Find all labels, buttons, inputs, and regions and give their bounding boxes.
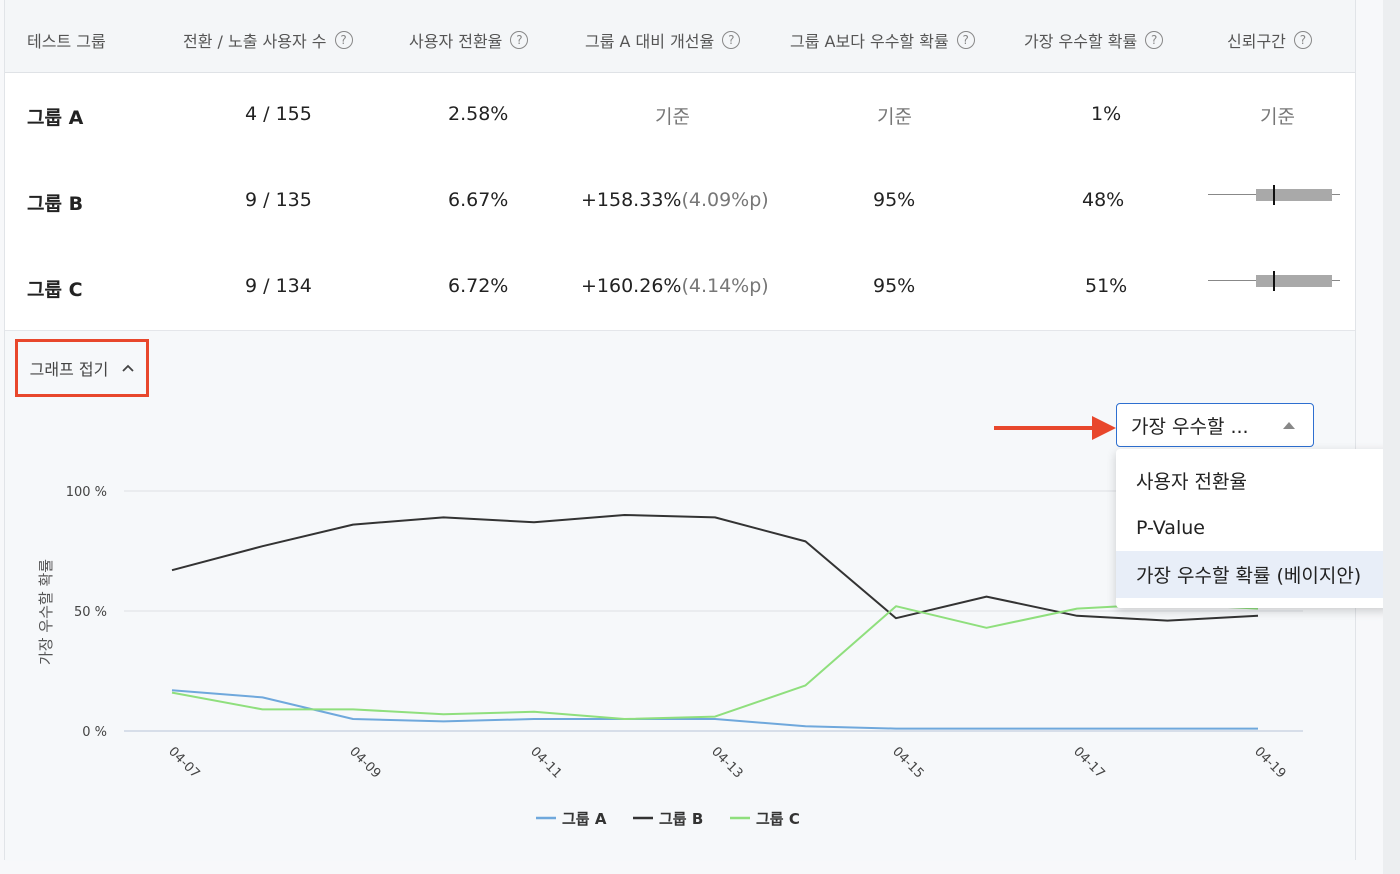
- help-icon[interactable]: ?: [1293, 31, 1312, 49]
- conversion-rate: 6.72%: [448, 275, 509, 297]
- beat-a-probability: 95%: [873, 275, 916, 297]
- column-header-confidence-interval: 신뢰구간 ?: [1227, 28, 1312, 52]
- y-tick-label: 0 %: [82, 725, 107, 740]
- menu-item-p-value[interactable]: P-Value: [1136, 516, 1205, 539]
- column-header-improvement: 그룹 A 대비 개선율 ?: [585, 28, 741, 52]
- best-probability: 1%: [1091, 103, 1122, 125]
- column-header-best: 가장 우수할 확률 ?: [1024, 28, 1164, 52]
- ci-point-marker: [1273, 271, 1275, 291]
- conversion-count: 9 / 135: [245, 189, 312, 211]
- x-tick-label: 04-13: [708, 744, 745, 781]
- x-tick-label: 04-07: [165, 744, 202, 781]
- chart-series: [171, 514, 1259, 730]
- y-axis-label: 가장 우수할 확률: [37, 559, 55, 665]
- column-header-conversions: 전환 / 노출 사용자 수 ?: [183, 28, 353, 52]
- chart-legend: 그룹 A 그룹 B 그룹 C: [536, 810, 800, 828]
- collapse-graph-button[interactable]: 그래프 접기: [15, 339, 149, 397]
- x-tick-label: 04-09: [346, 744, 383, 781]
- column-header-group: 테스트 그룹: [27, 32, 106, 51]
- x-tick-label: 04-11: [527, 744, 564, 781]
- x-tick-label: 04-15: [889, 744, 926, 781]
- chevron-up-icon: [122, 364, 134, 372]
- table-row: 그룹 B 9 / 135 6.67% +158.33%(4.09%p) 95% …: [5, 158, 1355, 244]
- scrollbar-track[interactable]: [1383, 0, 1400, 874]
- confidence-interval-plot: [1208, 185, 1340, 205]
- best-probability: 48%: [1082, 189, 1125, 211]
- x-tick-label: 04-17: [1070, 744, 1107, 781]
- conversion-rate: 6.67%: [448, 189, 509, 211]
- metric-dropdown-menu: 사용자 전환율 P-Value 가장 우수할 확률 (베이지안): [1116, 449, 1390, 608]
- chart-grid: [124, 490, 1303, 732]
- improvement-value: +158.33%(4.09%p): [581, 189, 769, 211]
- x-tick-label: 04-19: [1251, 744, 1288, 781]
- group-name: 그룹 C: [27, 279, 83, 301]
- legend-label: 그룹 B: [659, 810, 703, 828]
- table-row: 그룹 A 4 / 155 2.58% 기준 기준 1% 기준: [5, 72, 1355, 158]
- y-tick-label: 100 %: [66, 485, 107, 500]
- column-header-conversion-rate: 사용자 전환율 ?: [409, 28, 529, 52]
- help-icon[interactable]: ?: [510, 31, 529, 49]
- help-icon[interactable]: ?: [956, 31, 975, 49]
- metric-select[interactable]: 가장 우수할 ...: [1116, 403, 1314, 447]
- column-header-beat-a: 그룹 A보다 우수할 확률 ?: [790, 28, 975, 52]
- help-icon[interactable]: ?: [334, 31, 353, 49]
- x-axis-ticks: 04-07 04-09 04-11 04-13 04-15 04-17 04-19: [165, 744, 1288, 781]
- series-line: [171, 689, 1258, 730]
- conversion-count: 4 / 155: [245, 103, 312, 125]
- legend-label: 그룹 C: [756, 810, 800, 828]
- best-probability: 51%: [1085, 275, 1128, 297]
- help-icon[interactable]: ?: [1145, 31, 1164, 49]
- beat-a-baseline: 기준: [877, 106, 912, 128]
- ci-baseline: 기준: [1260, 106, 1295, 128]
- table-row: 그룹 C 9 / 134 6.72% +160.26%(4.14%p) 95% …: [5, 244, 1355, 330]
- improvement-value: +160.26%(4.14%p): [581, 275, 769, 297]
- annotation-arrow-icon: [994, 416, 1116, 440]
- legend-label: 그룹 A: [562, 810, 607, 828]
- y-axis-ticks: 0 % 50 % 100 %: [66, 485, 107, 740]
- series-line: [171, 602, 1259, 720]
- y-tick-label: 50 %: [74, 605, 107, 620]
- help-icon[interactable]: ?: [722, 31, 741, 49]
- series-line: [171, 514, 1259, 622]
- group-name: 그룹 B: [27, 193, 84, 215]
- menu-item-conversion-rate[interactable]: 사용자 전환율: [1136, 471, 1247, 493]
- caret-up-icon: [1283, 422, 1295, 429]
- menu-item-bayesian-best[interactable]: 가장 우수할 확률 (베이지안): [1116, 551, 1390, 598]
- confidence-interval-plot: [1208, 271, 1340, 291]
- table-header: 테스트 그룹 전환 / 노출 사용자 수 ? 사용자 전환율 ? 그룹 A 대비…: [5, 0, 1355, 73]
- improvement-baseline: 기준: [655, 106, 690, 128]
- conversion-count: 9 / 134: [245, 275, 312, 297]
- ci-point-marker: [1273, 185, 1275, 205]
- conversion-rate: 2.58%: [448, 103, 509, 125]
- group-name: 그룹 A: [27, 107, 84, 129]
- beat-a-probability: 95%: [873, 189, 916, 211]
